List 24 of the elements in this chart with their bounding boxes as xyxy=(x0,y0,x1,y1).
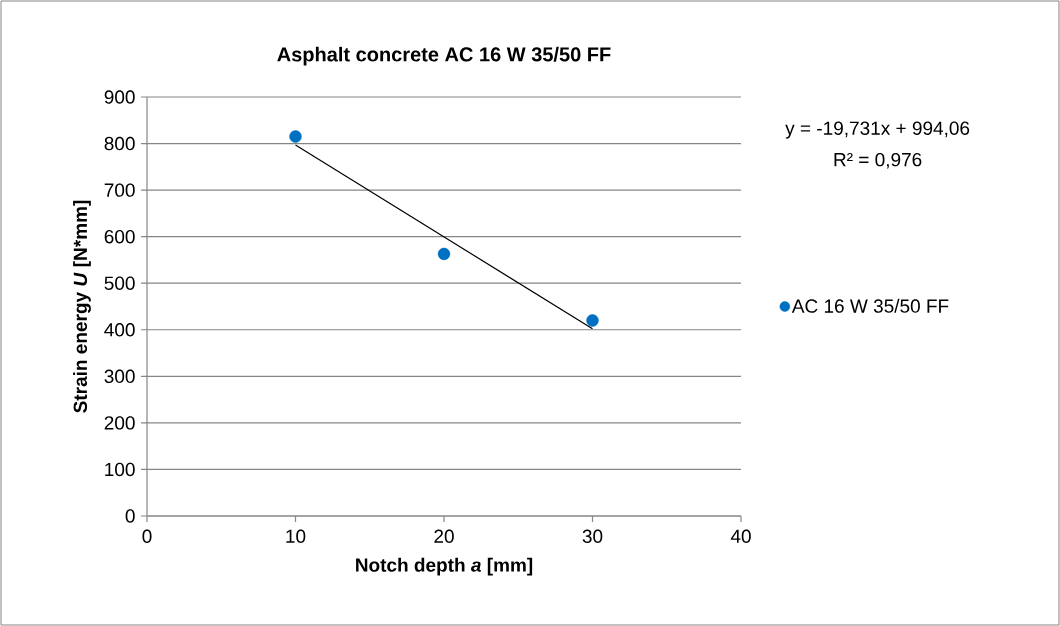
y-tick-label: 400 xyxy=(104,323,135,337)
x-tick-label: 40 xyxy=(730,529,751,543)
text: y = -19,731x + 994,06 xyxy=(785,121,970,139)
y-tick-label: 200 xyxy=(104,416,135,430)
y-tick-label: 700 xyxy=(104,183,135,197)
point xyxy=(437,247,451,261)
y-tick-label: 900 xyxy=(104,90,135,104)
y-tick-label: 300 xyxy=(104,369,135,384)
y-axis-title: Strain energy U [N*mm] xyxy=(73,200,91,413)
legend-label: AC 16 W 35/50 FF xyxy=(791,298,949,313)
y-tick-label: 800 xyxy=(104,136,135,151)
x-tick-label: 20 xyxy=(434,529,454,543)
y-tick-label: 0 xyxy=(125,509,135,523)
chart-title: Asphalt concrete AC 16 W 35/50 FF xyxy=(277,46,611,66)
x-tick-label: 10 xyxy=(286,529,306,543)
y-tick-label: 100 xyxy=(105,462,135,477)
y-tick-label: 500 xyxy=(104,276,135,290)
y-tick-label: 600 xyxy=(104,229,135,244)
x-axis-title: Notch depth a [mm] xyxy=(356,557,533,576)
point xyxy=(289,130,302,143)
x-tick-label: 30 xyxy=(582,529,603,543)
text: R² = 0,976 xyxy=(834,152,922,169)
x-tick-label: 0 xyxy=(142,529,152,543)
point xyxy=(586,314,599,327)
